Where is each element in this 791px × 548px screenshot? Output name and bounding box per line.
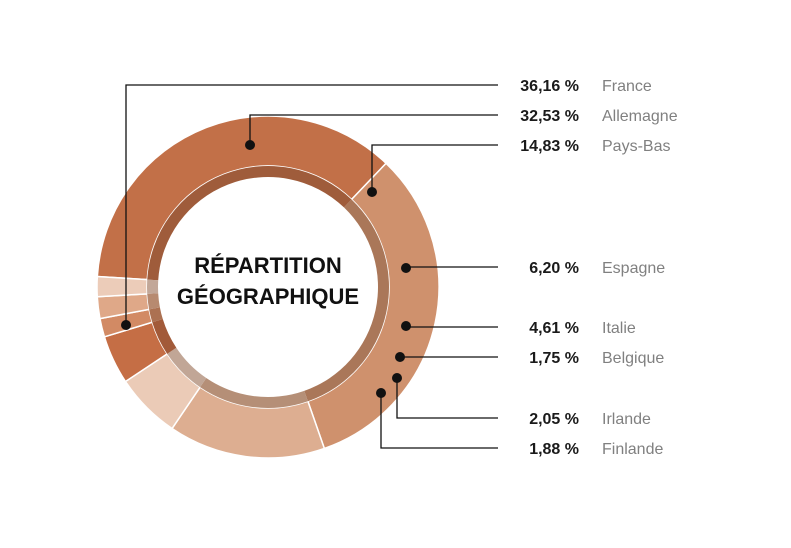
slice-name-italie: Italie — [602, 320, 636, 337]
leader-dot-belgique — [395, 352, 405, 362]
leader-line-allemagne — [249, 114, 498, 145]
chart-title-line-2: GÉOGRAPHIQUE — [177, 284, 359, 309]
slice-percent-france: 36,16 % — [520, 78, 579, 95]
inner-ring-italie — [152, 319, 177, 354]
inner-ring-pays-bas — [200, 378, 308, 408]
leader-dot-irlande — [392, 373, 402, 383]
slice-name-espagne: Espagne — [602, 260, 665, 277]
slice-percent-pays-bas: 14,83 % — [520, 138, 579, 155]
leader-dot-allemagne — [245, 140, 255, 150]
leader-line-pays-bas — [371, 144, 498, 192]
slice-percent-espagne: 6,20 % — [529, 260, 579, 277]
slice-name-finlande: Finlande — [602, 441, 663, 458]
leader-dot-france — [121, 320, 131, 330]
slice-percent-irlande: 2,05 % — [529, 411, 579, 428]
slice-name-allemagne: Allemagne — [602, 108, 678, 125]
slice-name-france: France — [602, 78, 652, 95]
slice-percent-italie: 4,61 % — [529, 320, 579, 337]
inner-ring-belgique — [149, 307, 163, 323]
leader-lines — [121, 84, 498, 449]
slice-labels: 36,16 % France 32,53 % Allemagne 14,83 % Pays… — [520, 78, 677, 458]
slice-name-irlande: Irlande — [602, 411, 651, 428]
leader-dot-pays-bas — [367, 187, 377, 197]
leader-line-irlande — [396, 378, 498, 419]
chart-title-line-1: RÉPARTITION — [194, 253, 341, 278]
inner-ring-france — [147, 165, 352, 281]
slice-percent-allemagne: 32,53 % — [520, 108, 579, 125]
slice-name-pays-bas: Pays-Bas — [602, 138, 670, 155]
leader-dot-finlande — [376, 388, 386, 398]
inner-ring-irlande — [147, 293, 160, 310]
leader-line-france — [125, 84, 498, 325]
inner-shadow-ring — [146, 165, 390, 408]
slice-name-belgique: Belgique — [602, 350, 664, 367]
leader-line-finlande — [380, 393, 498, 449]
leader-dot-italie — [401, 321, 411, 331]
inner-ring-finlande — [146, 279, 159, 294]
inner-ring-espagne — [167, 347, 207, 388]
slice-percent-belgique: 1,75 % — [529, 350, 579, 367]
inner-ring-allemagne — [304, 199, 390, 402]
leader-dot-espagne — [401, 263, 411, 273]
slice-percent-finlande: 1,88 % — [529, 441, 579, 458]
slice-finlande — [96, 275, 149, 298]
